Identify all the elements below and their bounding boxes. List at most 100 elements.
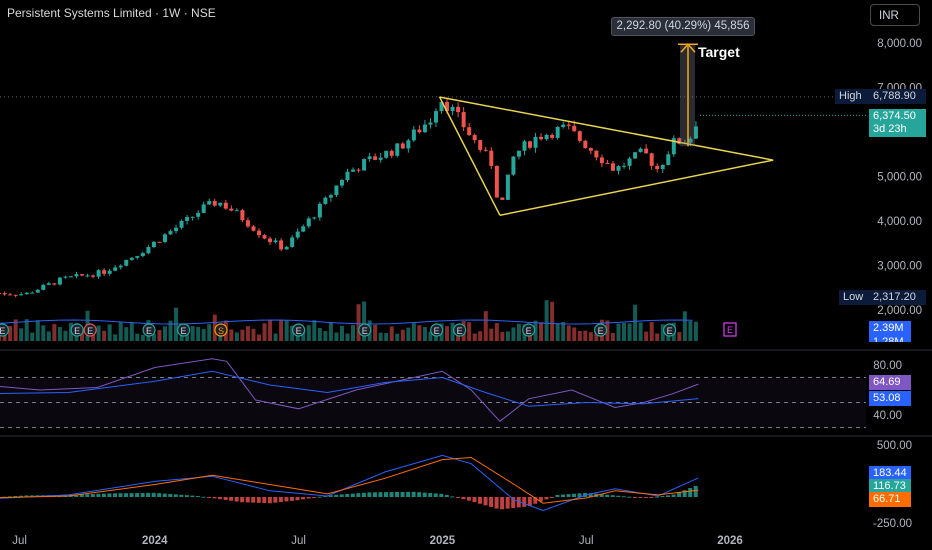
macd-histogram-bar (632, 497, 637, 498)
candle (594, 150, 599, 158)
macd-histogram-bar (522, 497, 527, 507)
volume-bar (644, 331, 649, 341)
candle (633, 152, 638, 159)
candle (179, 220, 184, 228)
macd-histogram-bar (422, 492, 427, 497)
earnings-marker-circle (663, 323, 677, 337)
candle (19, 294, 24, 296)
macd-histogram-bar (223, 497, 228, 500)
triangle-lower-line (499, 159, 774, 217)
candle (284, 246, 289, 250)
candle (102, 270, 107, 274)
macd-histogram-bar (505, 497, 510, 509)
candle (555, 127, 560, 138)
candle (671, 138, 676, 155)
macd-histogram-bar (693, 485, 698, 497)
macd-histogram-bar (395, 492, 400, 497)
macd-histogram-bar (682, 490, 687, 497)
volume-bars (0, 300, 698, 341)
time-axis-label: Jul (579, 535, 594, 547)
volume-bar (30, 332, 35, 341)
candle (30, 292, 35, 294)
candle (295, 231, 300, 238)
low-tag-label: Low (839, 290, 869, 305)
volume-bar (207, 324, 212, 341)
macd-histogram-bar (151, 492, 156, 497)
candle (417, 129, 422, 133)
candle (362, 159, 367, 171)
triangle-upper-line (439, 96, 774, 161)
candle (323, 197, 328, 204)
volume-bar (328, 321, 333, 341)
candle (649, 153, 654, 166)
candle (450, 106, 455, 112)
macd-histogram-bar (212, 497, 217, 499)
macd-histogram-bar (218, 497, 223, 500)
volume-bar (301, 328, 306, 341)
volume-bar (317, 327, 322, 341)
macd-histogram-bar (450, 496, 455, 498)
volume-bar (605, 320, 610, 341)
macd-histogram-bar (372, 492, 377, 497)
macd-histogram-bar (356, 493, 361, 497)
macd-histogram-bar (328, 495, 333, 497)
volume-bar (151, 333, 156, 341)
candle (8, 294, 13, 296)
macd-histogram-bar (527, 497, 532, 506)
high-tag-value: 6,788.90 (869, 89, 926, 104)
macd-histogram-bar (500, 497, 505, 510)
rsi-tag-1: 64.69 (869, 375, 911, 390)
earnings-marker: E (430, 323, 444, 337)
earnings-marker-letter: E (434, 326, 440, 336)
macd-histogram-bar (179, 494, 184, 497)
candle (268, 238, 273, 243)
earnings-marker: E (593, 323, 608, 337)
candle (212, 201, 217, 206)
earnings-marker-circle (593, 323, 608, 337)
candle (616, 166, 621, 171)
macd-histogram-bar (511, 497, 516, 509)
candle (494, 165, 499, 198)
macd-histogram-bar (284, 497, 289, 502)
rsi-axis-label: 40.00 (873, 410, 902, 422)
macd-histogram-bar (256, 497, 261, 503)
candle (151, 241, 156, 248)
volume-bar (633, 304, 638, 341)
macd-histogram-bar (135, 493, 140, 497)
volume-bar (262, 323, 267, 341)
candle (218, 202, 223, 206)
volume-bar (196, 326, 201, 341)
currency-selector[interactable]: INR (870, 4, 920, 26)
macd-histogram-bar (560, 494, 565, 497)
candle (544, 134, 549, 140)
volume-bar (505, 331, 510, 341)
earnings-marker-circle (214, 323, 228, 337)
earnings-marker: E (453, 323, 467, 337)
volume-bar (52, 324, 57, 341)
volume-bar (428, 331, 433, 341)
earnings-marker-circle (358, 323, 372, 337)
macd-histogram-bar (599, 494, 604, 497)
macd-histogram-bar (85, 494, 90, 497)
volume-bar (433, 333, 438, 341)
candle (351, 169, 356, 172)
candle (688, 138, 693, 143)
candle (583, 140, 588, 148)
candle (262, 235, 267, 239)
volume-bar (102, 330, 107, 341)
candle (445, 101, 450, 112)
candle (174, 227, 179, 232)
macd-histogram-bar (317, 496, 322, 498)
candle (411, 129, 416, 141)
candle (306, 218, 311, 227)
volume-bar (389, 326, 394, 341)
candle (46, 283, 51, 285)
volume-bar (467, 322, 472, 341)
earnings-marker: E (142, 323, 156, 337)
chart-title: Persistent Systems Limited · 1W · NSE (7, 6, 216, 20)
macd-histogram-bar (616, 495, 621, 497)
earnings-marker-circle (142, 323, 156, 337)
macd-histogram-bar (538, 497, 543, 502)
candle (107, 270, 112, 274)
